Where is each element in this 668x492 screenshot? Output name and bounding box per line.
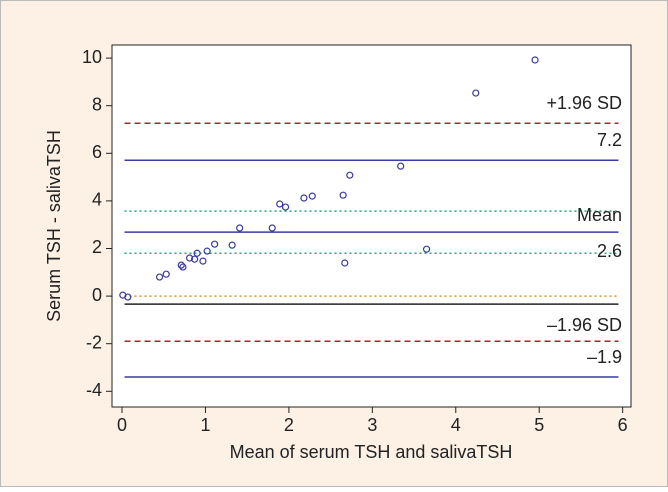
annotation: –1.96 SD: [547, 315, 622, 335]
point: [177, 261, 185, 269]
x-tick-label: 2: [284, 415, 294, 435]
y-tick-label: -4: [86, 380, 102, 400]
y-tick-label: 6: [92, 142, 102, 162]
x-axis-label: Mean of serum TSH and salivaTSH: [230, 442, 513, 462]
point: [397, 162, 405, 170]
point: [531, 56, 539, 64]
point: [472, 89, 480, 97]
point: [300, 194, 308, 202]
y-axis-label: Serum TSH - salivaTSH: [44, 130, 64, 322]
point: [422, 245, 431, 253]
y-tick-label: -2: [86, 332, 102, 352]
y-tick-label: 4: [92, 190, 102, 210]
point: [211, 240, 219, 248]
point: [191, 255, 199, 263]
annotation: 7.2: [597, 130, 622, 150]
point: [339, 191, 347, 199]
point: [199, 257, 207, 265]
x-tick-label: 0: [117, 415, 127, 435]
annotation: –1.9: [587, 347, 622, 367]
point: [341, 259, 349, 267]
x-tick-label: 6: [618, 415, 628, 435]
point: [346, 171, 354, 179]
x-tick-label: 5: [534, 415, 544, 435]
point: [185, 254, 194, 262]
point: [308, 192, 316, 200]
point: [276, 200, 284, 208]
annotation: Mean: [577, 205, 622, 225]
plot-area: [111, 44, 632, 408]
x-tick-label: 1: [200, 415, 210, 435]
point: [162, 270, 170, 278]
annotation: 2.6: [597, 241, 622, 261]
point: [193, 249, 201, 257]
y-tick-label: 10: [82, 47, 102, 67]
point: [281, 203, 290, 211]
y-tick-label: 8: [92, 94, 102, 114]
x-tick-label: 3: [367, 415, 377, 435]
y-tick-label: 2: [92, 237, 102, 257]
point: [179, 263, 187, 271]
point: [228, 241, 236, 249]
y-tick-label: 0: [92, 285, 102, 305]
point: [236, 224, 244, 232]
point: [268, 224, 276, 232]
x-tick-label: 4: [451, 415, 461, 435]
annotation: +1.96 SD: [546, 93, 622, 113]
point: [203, 247, 211, 255]
point: [155, 273, 164, 281]
point: [124, 293, 132, 301]
